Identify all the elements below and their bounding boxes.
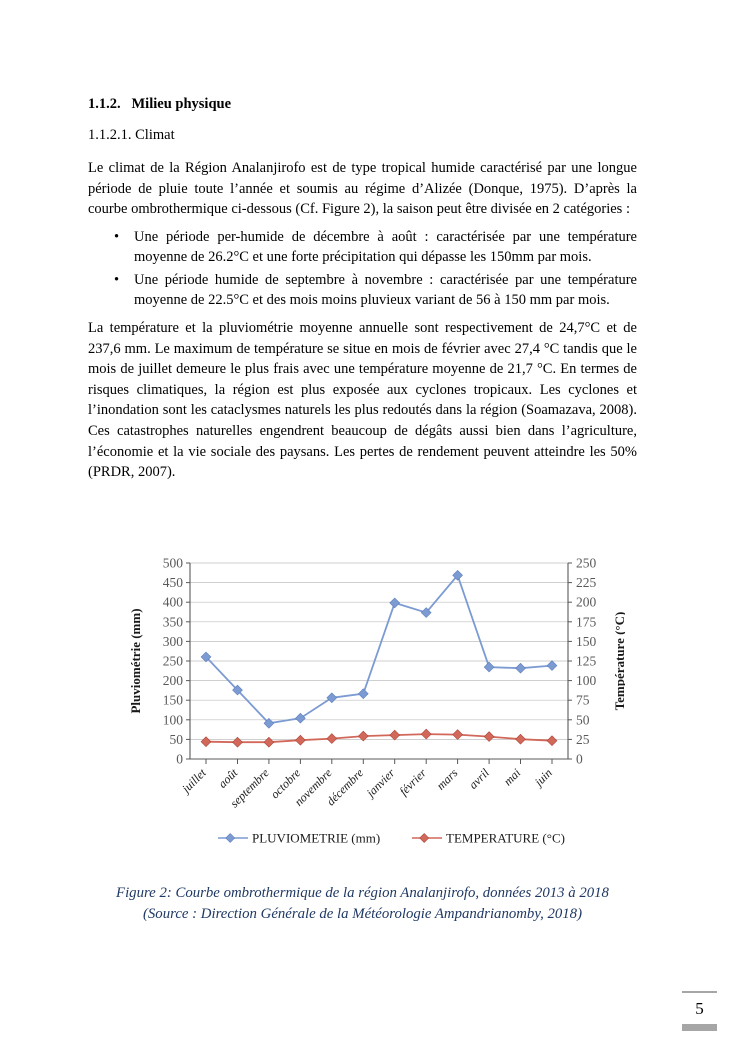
svg-text:175: 175 <box>576 614 597 629</box>
svg-text:150: 150 <box>576 634 597 649</box>
svg-text:février: février <box>397 766 430 799</box>
svg-text:300: 300 <box>163 634 184 649</box>
svg-text:50: 50 <box>576 712 590 727</box>
svg-text:150: 150 <box>163 693 184 708</box>
svg-text:350: 350 <box>163 614 184 629</box>
svg-text:PLUVIOMETRIE (mm): PLUVIOMETRIE (mm) <box>252 831 380 846</box>
svg-text:250: 250 <box>576 558 597 571</box>
svg-text:200: 200 <box>576 595 597 610</box>
svg-text:75: 75 <box>576 693 590 708</box>
svg-text:0: 0 <box>176 752 183 767</box>
svg-text:mars: mars <box>434 766 461 793</box>
svg-text:500: 500 <box>163 558 184 571</box>
svg-text:mai: mai <box>501 766 524 789</box>
svg-text:janvier: janvier <box>362 766 398 802</box>
svg-text:400: 400 <box>163 595 184 610</box>
svg-text:juin: juin <box>530 766 555 791</box>
svg-text:125: 125 <box>576 654 597 669</box>
svg-text:août: août <box>215 765 240 790</box>
svg-text:25: 25 <box>576 732 590 747</box>
svg-text:0: 0 <box>576 752 583 767</box>
svg-text:250: 250 <box>163 654 184 669</box>
svg-text:50: 50 <box>170 732 184 747</box>
svg-text:Pluviométrie (mm): Pluviométrie (mm) <box>128 608 143 713</box>
svg-text:Température (°C): Température (°C) <box>612 612 625 711</box>
svg-text:200: 200 <box>163 673 184 688</box>
svg-text:225: 225 <box>576 575 597 590</box>
svg-text:100: 100 <box>163 712 184 727</box>
svg-text:avril: avril <box>466 765 492 791</box>
svg-text:100: 100 <box>576 673 597 688</box>
svg-text:juillet: juillet <box>178 765 210 797</box>
svg-text:TEMPERATURE (°C): TEMPERATURE (°C) <box>446 831 565 846</box>
svg-text:450: 450 <box>163 575 184 590</box>
